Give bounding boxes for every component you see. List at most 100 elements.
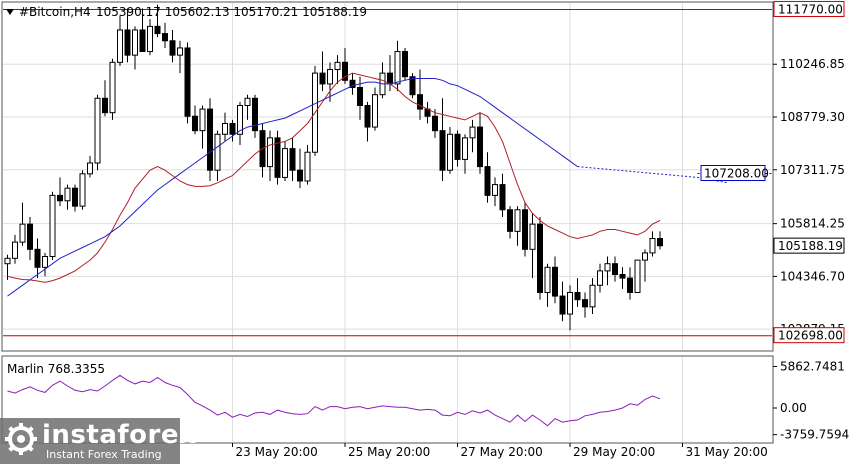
candle-body xyxy=(627,277,633,293)
candle-body xyxy=(304,151,311,182)
indicator-tick-label: -3759.7594 xyxy=(780,428,849,442)
candle-body xyxy=(34,248,41,268)
candle-body xyxy=(537,223,543,293)
y-tick-label: 107311.75 xyxy=(780,163,845,177)
watermark-tagline: Instant Forex Trading xyxy=(46,448,162,461)
candle-body xyxy=(507,209,513,232)
level-price-box xyxy=(773,0,845,17)
x-tick-label: 25 May 20:00 xyxy=(348,445,430,459)
time-axis: 23 May 20:00 25 May 20:00 27 May 20:00 29 M… xyxy=(232,443,768,459)
candle-body xyxy=(634,259,641,293)
candle-body xyxy=(439,130,446,171)
candle-body xyxy=(604,263,611,272)
candle-body xyxy=(402,51,408,78)
candle-body xyxy=(139,29,146,53)
candle-body xyxy=(222,122,228,135)
horizontal-levels xyxy=(3,8,772,337)
y-tick-label: 110246.85 xyxy=(780,57,845,71)
candle-body xyxy=(559,295,566,315)
candle-body xyxy=(64,187,71,202)
candle-body xyxy=(214,133,221,171)
candle-body xyxy=(147,25,153,53)
symbol-label: #Bitcoin,H4 xyxy=(19,5,91,19)
grid xyxy=(3,3,772,442)
candle-body xyxy=(529,223,536,250)
candle-body xyxy=(372,94,378,128)
candle-body xyxy=(462,137,468,160)
candle-body xyxy=(364,104,371,128)
candle-body xyxy=(649,238,656,254)
candle-body xyxy=(4,257,11,265)
candlesticks xyxy=(4,4,663,331)
candle-body xyxy=(499,184,506,211)
ohlc-readout: 105390.17 105602.13 105170.21 105188.19 xyxy=(96,5,367,19)
series-line xyxy=(7,78,578,297)
candle-body xyxy=(87,162,93,175)
candle-body xyxy=(567,291,573,315)
candle-body xyxy=(229,122,236,135)
y-tick-label: 104346.70 xyxy=(780,269,845,283)
candle-body xyxy=(72,187,78,207)
indicator-line xyxy=(7,374,661,427)
candle-body xyxy=(124,29,131,56)
candle-body xyxy=(109,61,116,114)
candle-body xyxy=(252,97,258,132)
series-line xyxy=(7,72,661,283)
x-tick-label: 31 May 20:00 xyxy=(686,445,768,459)
watermark-logo: instaforex xyxy=(42,420,197,450)
candle-body xyxy=(274,137,281,178)
candle-body xyxy=(552,266,558,297)
watermark: instaforex Instant Forex Trading xyxy=(0,418,196,464)
x-tick-label: 27 May 20:00 xyxy=(461,445,543,459)
candle-body xyxy=(477,126,483,168)
candle-body xyxy=(619,273,626,279)
candle-body xyxy=(574,291,581,301)
candle-body xyxy=(267,137,273,168)
candle-body xyxy=(544,266,551,293)
moving-averages: 107208.00 xyxy=(7,72,772,297)
candle-body xyxy=(514,209,521,232)
candle-body xyxy=(454,133,461,160)
candle-body xyxy=(447,133,453,171)
price-marker-label: 107208.00 xyxy=(704,167,769,181)
candle-body xyxy=(357,87,363,106)
candle-body xyxy=(169,40,176,56)
candle-body xyxy=(162,33,168,42)
x-tick-label: 29 May 20:00 xyxy=(573,445,655,459)
candle-body xyxy=(154,25,161,35)
candle-body xyxy=(192,115,198,132)
candle-body xyxy=(642,252,648,261)
level-price-label: 111770.00 xyxy=(778,2,843,16)
current-price-box xyxy=(773,237,845,254)
candle-body xyxy=(57,194,63,202)
candle-body xyxy=(199,108,206,132)
candle-body xyxy=(582,299,588,308)
current-price-label: 105188.19 xyxy=(778,239,843,253)
candle-body xyxy=(589,284,596,308)
candle-body xyxy=(522,209,528,250)
triangle-down-icon[interactable] xyxy=(6,9,14,15)
candle-body xyxy=(94,97,101,164)
candle-body xyxy=(612,263,618,275)
candle-body xyxy=(409,76,416,96)
price-marker-box xyxy=(700,165,766,182)
marlin-indicator xyxy=(7,374,661,427)
candle-body xyxy=(334,61,341,71)
candle-body xyxy=(177,47,183,56)
y-tick-label: 105814.25 xyxy=(780,217,845,231)
candle-body xyxy=(319,72,326,85)
gear-icon xyxy=(5,423,37,455)
candle-body xyxy=(657,238,663,247)
main-pane[interactable] xyxy=(1,1,774,352)
candle-body xyxy=(492,184,498,196)
candle-body xyxy=(27,223,33,250)
y-tick-label: 108779.30 xyxy=(780,110,845,124)
price-axis: 110246.85 108779.30 107311.75 105814.25 1043… xyxy=(773,0,849,442)
candle-body xyxy=(394,51,401,85)
x-tick-label: 23 May 20:00 xyxy=(236,445,318,459)
candle-body xyxy=(237,104,243,135)
candle-body xyxy=(469,126,476,139)
level-price-label: 102698.00 xyxy=(778,329,843,343)
